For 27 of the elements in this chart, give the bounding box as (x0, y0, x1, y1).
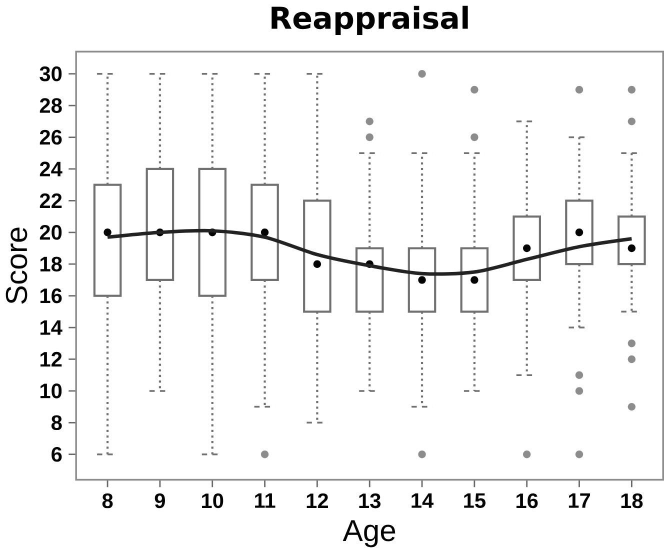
x-tick-label: 16 (516, 493, 538, 508)
x-tick-label: 8 (102, 493, 113, 508)
y-tick-label: 22 (40, 193, 62, 208)
x-tick-label: 14 (412, 493, 434, 508)
y-tick-label: 12 (40, 352, 62, 367)
y-tick-label: 14 (40, 320, 62, 335)
y-tick-label: 20 (40, 224, 62, 240)
y-tick-label: 16 (40, 288, 62, 304)
y-axis-title: Score (6, 228, 28, 304)
x-tick-label: 12 (306, 493, 328, 508)
x-tick-label: 18 (621, 493, 643, 508)
x-tick-label: 13 (359, 493, 380, 508)
y-tick-label: 28 (40, 98, 62, 113)
x-tick-label: 11 (255, 493, 276, 508)
y-tick-label: 6 (52, 446, 62, 462)
y-tick-label: 30 (40, 66, 62, 82)
y-tick-label: 26 (40, 130, 62, 145)
y-tick-label: 8 (51, 415, 62, 430)
y-tick-label: 18 (40, 256, 62, 272)
x-tick-label: 10 (202, 493, 224, 508)
x-tick-label: 17 (568, 493, 590, 508)
x-tick-label: 9 (154, 493, 165, 508)
x-axis-title: Age (342, 520, 396, 548)
chart-title: Reappraisal (272, 6, 468, 35)
y-tick-label: 10 (40, 384, 62, 398)
x-tick-label: 15 (464, 493, 486, 508)
y-tick-label: 24 (40, 162, 62, 176)
